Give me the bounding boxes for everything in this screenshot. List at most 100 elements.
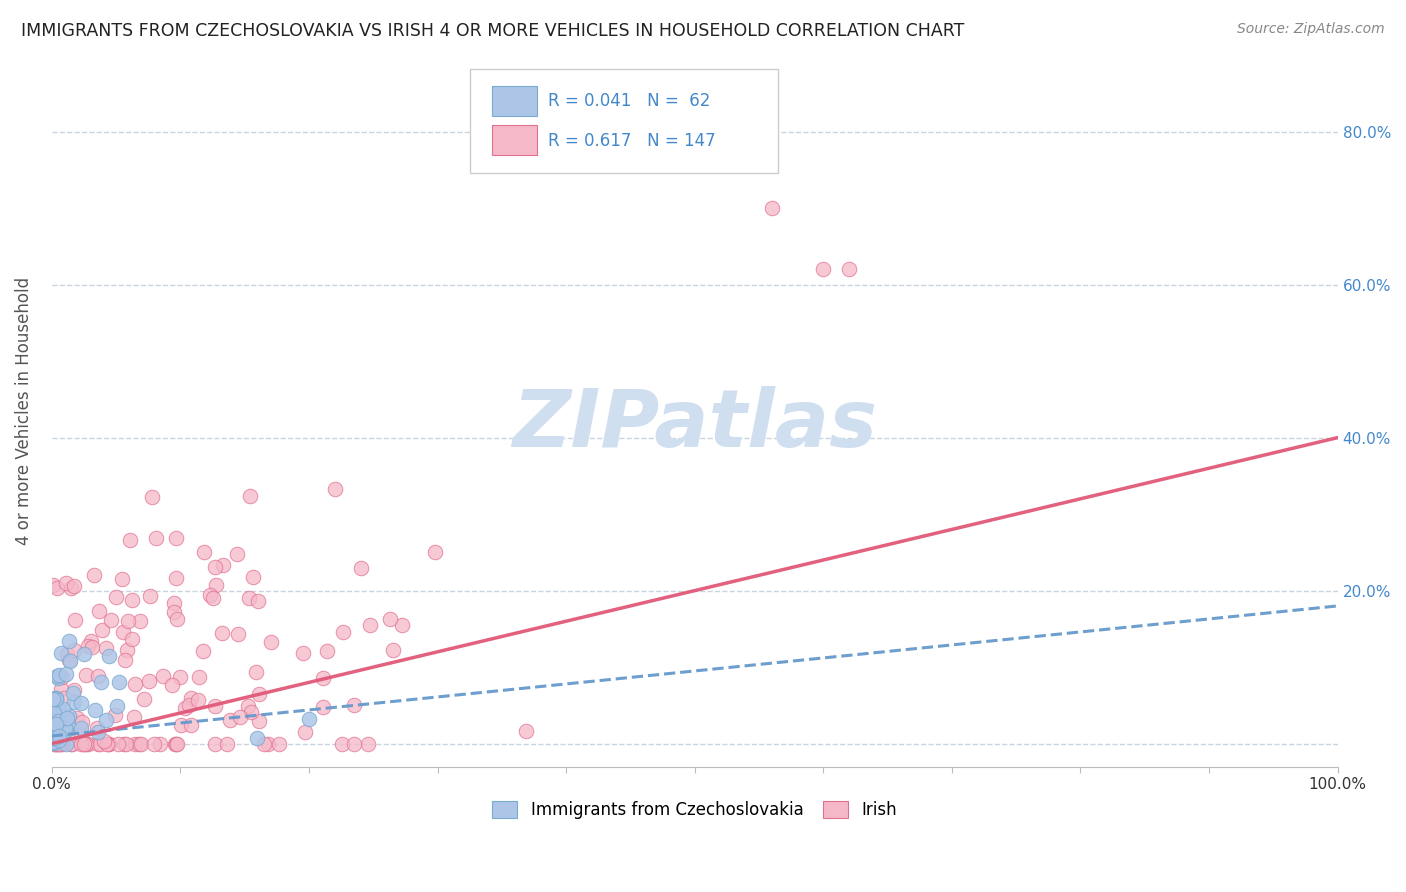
Point bbox=[124, 737, 146, 751]
Point bbox=[49, 737, 72, 751]
Point bbox=[132, 692, 155, 706]
Point bbox=[204, 698, 226, 713]
Point bbox=[41, 692, 63, 706]
Point bbox=[55, 723, 77, 737]
Point bbox=[58, 708, 80, 723]
Point bbox=[117, 614, 139, 628]
Point bbox=[56, 711, 79, 725]
Point bbox=[55, 712, 77, 726]
Point bbox=[761, 201, 783, 215]
Point bbox=[76, 668, 98, 682]
Point bbox=[163, 605, 186, 619]
Point bbox=[46, 671, 69, 685]
Bar bbox=[492, 125, 537, 154]
Point bbox=[49, 737, 72, 751]
Point bbox=[229, 710, 252, 724]
Point bbox=[246, 731, 269, 746]
Point bbox=[45, 718, 67, 732]
Point bbox=[245, 665, 267, 679]
Point bbox=[69, 696, 91, 710]
Point bbox=[59, 737, 82, 751]
Point bbox=[41, 725, 63, 739]
Point bbox=[56, 647, 79, 661]
Point bbox=[63, 683, 86, 698]
Point bbox=[166, 531, 188, 545]
Point bbox=[170, 718, 193, 732]
Point bbox=[179, 698, 201, 712]
Point bbox=[292, 646, 315, 660]
Point bbox=[41, 728, 63, 742]
Point bbox=[193, 545, 215, 559]
Point bbox=[48, 732, 70, 747]
Point bbox=[98, 737, 121, 751]
Point bbox=[53, 690, 76, 705]
Point bbox=[55, 667, 77, 681]
Point bbox=[51, 719, 73, 733]
Point bbox=[51, 670, 73, 684]
Point bbox=[838, 262, 860, 277]
Point bbox=[70, 714, 93, 729]
Point bbox=[205, 578, 228, 592]
Point bbox=[42, 578, 65, 592]
Point bbox=[42, 730, 65, 744]
Point bbox=[198, 588, 221, 602]
Point bbox=[63, 695, 86, 709]
Point bbox=[46, 669, 69, 683]
Point bbox=[204, 737, 226, 751]
Point bbox=[80, 634, 103, 648]
Point bbox=[160, 678, 183, 692]
Point bbox=[112, 737, 135, 751]
Point bbox=[44, 707, 66, 722]
Point bbox=[60, 582, 83, 596]
Point bbox=[357, 737, 380, 751]
Point bbox=[129, 737, 152, 751]
Point bbox=[107, 737, 129, 751]
Point bbox=[247, 594, 270, 608]
Point bbox=[735, 140, 758, 154]
Point bbox=[312, 671, 335, 685]
Text: R = 0.617   N = 147: R = 0.617 N = 147 bbox=[548, 131, 716, 150]
Point bbox=[45, 693, 67, 707]
Point bbox=[70, 727, 93, 741]
Point bbox=[48, 729, 70, 743]
Point bbox=[105, 590, 128, 604]
Point bbox=[80, 640, 103, 655]
Point bbox=[48, 702, 70, 716]
Point bbox=[86, 721, 108, 735]
Point bbox=[94, 640, 117, 655]
Text: IMMIGRANTS FROM CZECHOSLOVAKIA VS IRISH 4 OR MORE VEHICLES IN HOUSEHOLD CORRELAT: IMMIGRANTS FROM CZECHOSLOVAKIA VS IRISH … bbox=[21, 22, 965, 40]
Point bbox=[242, 570, 264, 584]
Point bbox=[202, 591, 225, 605]
Point bbox=[76, 640, 98, 654]
Point bbox=[42, 735, 65, 749]
Point bbox=[226, 627, 249, 641]
Point bbox=[163, 596, 186, 610]
Point bbox=[98, 649, 121, 664]
Point bbox=[381, 643, 404, 657]
Point bbox=[256, 737, 278, 751]
Point bbox=[42, 713, 65, 727]
Point bbox=[60, 737, 83, 751]
Point bbox=[89, 604, 111, 618]
Point bbox=[350, 561, 373, 575]
Legend: Immigrants from Czechoslovakia, Irish: Immigrants from Czechoslovakia, Irish bbox=[485, 794, 904, 826]
Point bbox=[239, 489, 262, 503]
Point bbox=[515, 723, 537, 738]
Point bbox=[59, 721, 82, 735]
Point bbox=[139, 589, 162, 603]
Bar bbox=[492, 87, 537, 116]
Point bbox=[42, 715, 65, 730]
Point bbox=[217, 737, 239, 751]
Point bbox=[45, 714, 67, 729]
Point bbox=[45, 581, 67, 595]
Point bbox=[166, 612, 188, 626]
Point bbox=[83, 567, 105, 582]
Point bbox=[42, 714, 65, 729]
Point bbox=[247, 714, 270, 728]
Point bbox=[46, 714, 69, 728]
Point bbox=[211, 558, 233, 572]
Point bbox=[391, 618, 413, 632]
Point bbox=[66, 711, 89, 725]
Point bbox=[115, 643, 138, 657]
Point bbox=[73, 737, 96, 751]
